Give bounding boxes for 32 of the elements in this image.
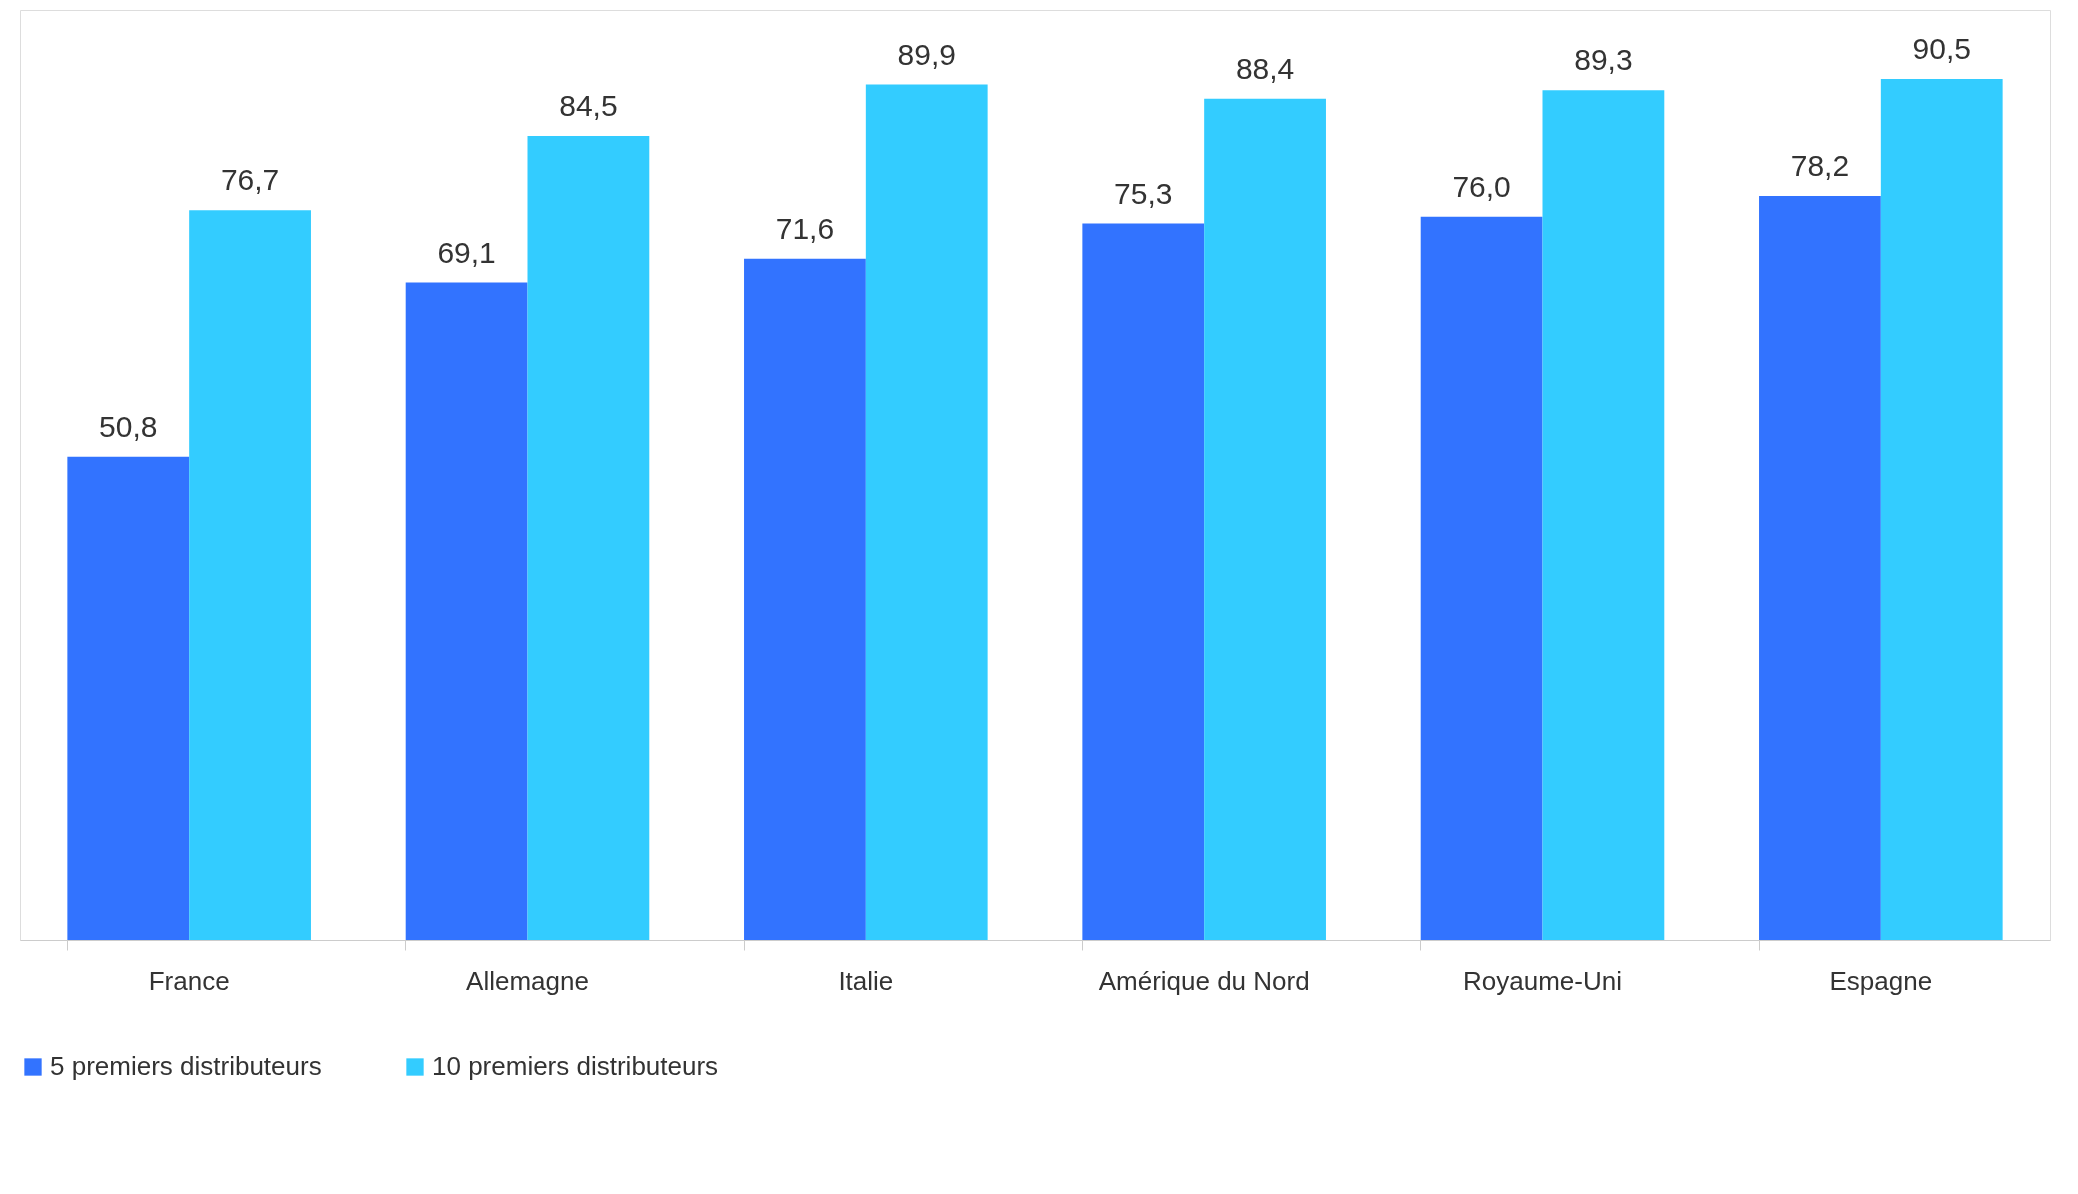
bar: [405, 282, 528, 940]
x-tick-label: Espagne: [1829, 965, 1933, 996]
x-tick-label: Allemagne: [466, 965, 589, 996]
legend-label: 10 premiers distributeurs: [432, 1051, 719, 1081]
bar: [1420, 216, 1543, 940]
bar: [189, 210, 311, 940]
data-label: 89,9: [897, 37, 956, 71]
x-tick-label: Royaume-Uni: [1463, 965, 1622, 996]
bar: [67, 456, 190, 940]
bar: [1759, 195, 1881, 940]
legend-label: 5 premiers distributeurs: [50, 1051, 322, 1081]
bar: [1542, 90, 1665, 940]
bar: [527, 135, 650, 940]
x-tick-label: France: [148, 965, 230, 996]
x-tick-label: Amérique du Nord: [1098, 965, 1310, 996]
data-label: 78,2: [1790, 148, 1850, 182]
data-label: 50,8: [99, 409, 158, 443]
data-label: 89,3: [1574, 43, 1633, 77]
bar: [744, 258, 866, 940]
x-tick-label: Italie: [838, 965, 894, 996]
bar: [1880, 78, 2003, 940]
data-label: 84,5: [559, 88, 618, 122]
data-label: 69,1: [437, 235, 496, 269]
data-label: 76,7: [220, 163, 280, 197]
data-label: 75,3: [1114, 176, 1173, 210]
bar: [865, 84, 988, 940]
data-label: 76,0: [1452, 169, 1511, 203]
data-label: 71,6: [775, 211, 835, 245]
bar: [1082, 223, 1205, 940]
data-label: 90,5: [1912, 31, 1971, 65]
data-label: 88,4: [1235, 51, 1295, 85]
bar: [1204, 98, 1326, 940]
